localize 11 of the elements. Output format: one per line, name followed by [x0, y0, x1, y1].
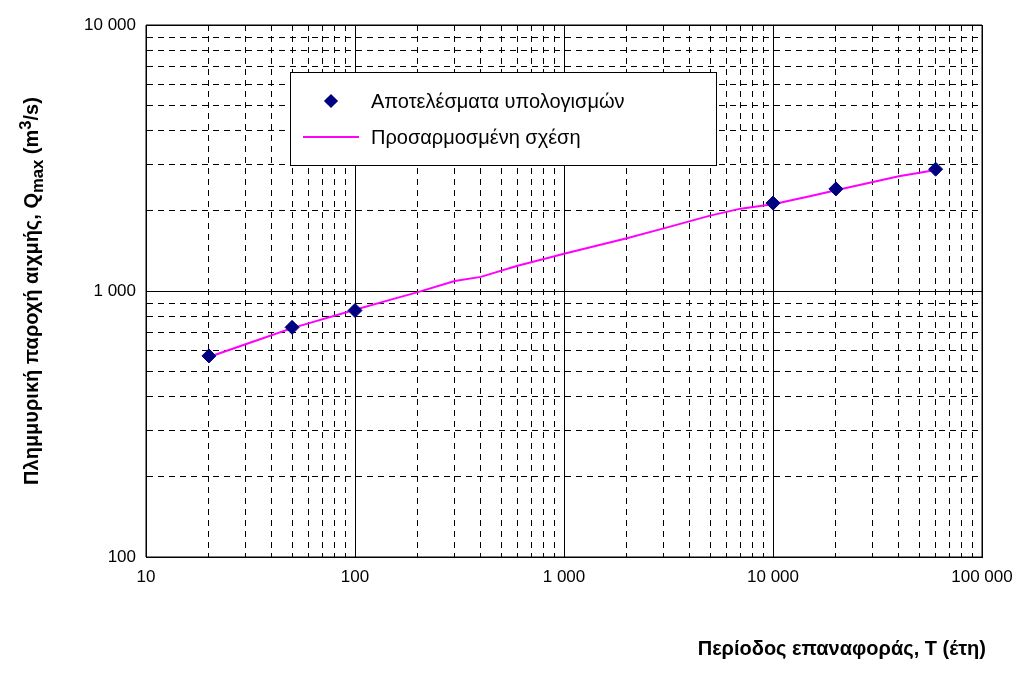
legend-label: Αποτελέσματα υπολογισμών	[371, 89, 625, 113]
y-tick-label: 100	[107, 546, 136, 566]
y-tick-label: 10 000	[84, 14, 136, 34]
x-tick-label: 1 000	[542, 566, 586, 586]
x-tick-label: 10 000	[747, 566, 799, 586]
x-tick-label: 100	[340, 566, 370, 586]
legend-label: Προσαρμοσμένη σχέση	[371, 125, 581, 149]
x-tick-label: 100 000	[951, 566, 1013, 586]
x-axis-title: Περίοδος επαναφοράς, T (έτη)	[697, 636, 986, 660]
y-tick-label: 1 000	[93, 280, 136, 300]
x-tick-label: 10	[136, 566, 156, 586]
